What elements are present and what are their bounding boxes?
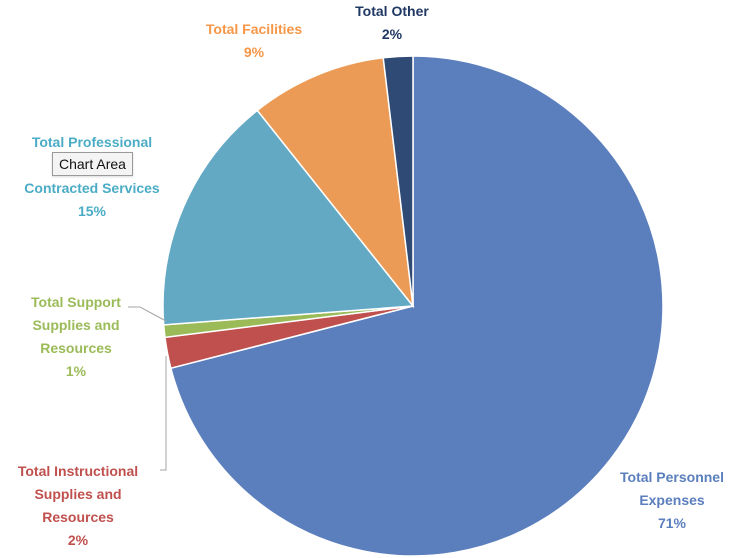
slice-category-label: Contracted Services bbox=[24, 180, 160, 196]
slice-data-label: Total Facilities 9% bbox=[206, 21, 302, 60]
pie-slice[interactable] bbox=[169, 55, 664, 557]
slice-category-label: Supplies and bbox=[34, 486, 121, 502]
slice-category-label: Expenses bbox=[639, 492, 705, 508]
leader-line bbox=[160, 356, 167, 471]
slice-data-label: Total ProfessionalPurchasedContracted Se… bbox=[24, 134, 160, 219]
chart-area-tooltip: Chart Area bbox=[52, 152, 133, 176]
slice-data-label: Total Support Supplies and Resources 1% bbox=[31, 294, 121, 379]
pie-slice[interactable] bbox=[162, 109, 415, 326]
pie-slice[interactable] bbox=[382, 55, 414, 307]
slice-percent-label: 2% bbox=[68, 532, 89, 548]
slice-percent-label: 2% bbox=[382, 26, 403, 42]
leader-line bbox=[128, 306, 167, 322]
slice-category-label: Total Professional bbox=[32, 134, 152, 150]
slice-category-label: Total Facilities bbox=[206, 21, 302, 37]
slice-category-label: Resources bbox=[40, 340, 112, 356]
slice-percent-label: 1% bbox=[66, 363, 87, 379]
slice-data-label: Total Instructional Supplies and Resources… bbox=[18, 463, 138, 548]
slice-percent-label: 15% bbox=[78, 203, 107, 219]
pie-slice[interactable] bbox=[256, 56, 415, 309]
slice-category-label: Total Support bbox=[31, 294, 121, 310]
slice-category-label: Total Instructional bbox=[18, 463, 138, 479]
slice-category-label: Total Personnel bbox=[620, 469, 724, 485]
slice-percent-label: 71% bbox=[658, 515, 687, 531]
slice-category-label: Total Other bbox=[355, 3, 429, 19]
slice-percent-label: 9% bbox=[244, 44, 265, 60]
slice-category-label: Resources bbox=[42, 509, 114, 525]
slice-data-label: Total Personnel Expenses 71% bbox=[620, 469, 724, 531]
slice-category-label: Supplies and bbox=[32, 317, 119, 333]
slice-data-label: Total Other 2% bbox=[355, 3, 429, 42]
